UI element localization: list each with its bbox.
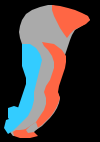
Polygon shape [26, 122, 38, 133]
Polygon shape [8, 106, 22, 122]
Polygon shape [10, 5, 90, 136]
Polygon shape [10, 44, 42, 132]
Polygon shape [20, 42, 66, 135]
Polygon shape [13, 129, 38, 138]
Polygon shape [52, 5, 90, 38]
Polygon shape [4, 118, 16, 134]
